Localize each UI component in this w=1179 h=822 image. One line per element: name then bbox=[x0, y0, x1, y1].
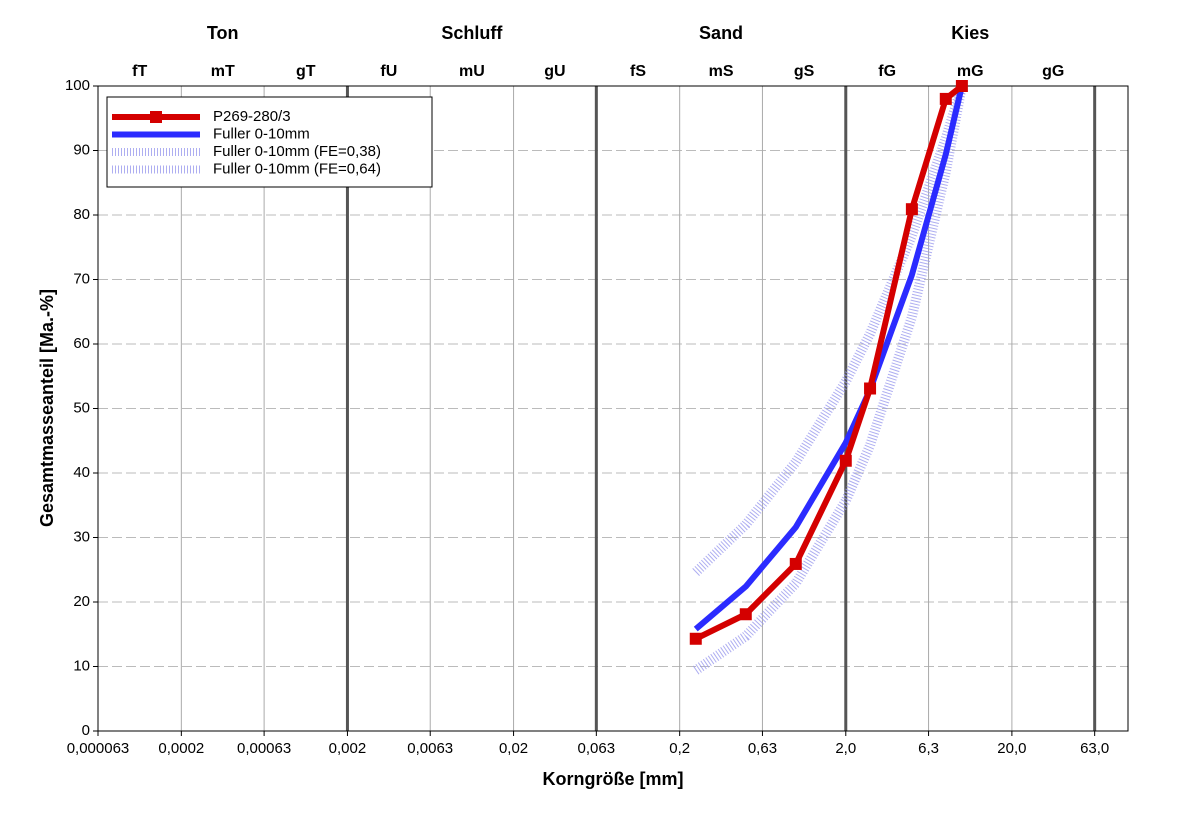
subclass-label: gU bbox=[544, 63, 565, 80]
data-point bbox=[939, 92, 952, 105]
y-tick-label: 70 bbox=[73, 270, 90, 287]
y-tick-label: 40 bbox=[73, 464, 90, 481]
legend-label: Fuller 0-10mm bbox=[213, 125, 310, 142]
series-line bbox=[692, 85, 967, 675]
x-tick-label: 0,0002 bbox=[158, 740, 204, 757]
data-point bbox=[864, 382, 877, 395]
y-tick-label: 30 bbox=[73, 528, 90, 545]
x-tick-label: 0,63 bbox=[748, 740, 777, 757]
data-point bbox=[689, 632, 702, 645]
subclass-label: mT bbox=[211, 63, 235, 80]
subclass-label: fS bbox=[630, 63, 646, 80]
subclass-label: mG bbox=[957, 63, 984, 80]
class-label: Kies bbox=[951, 23, 989, 43]
subclass-label: gG bbox=[1042, 63, 1064, 80]
subclass-label: gT bbox=[296, 63, 316, 80]
y-tick-label: 100 bbox=[65, 77, 90, 94]
x-tick-label: 0,2 bbox=[669, 740, 690, 757]
plot-border bbox=[97, 85, 1129, 732]
x-tick-label: 0,00063 bbox=[237, 740, 291, 757]
y-tick-label: 80 bbox=[73, 206, 90, 223]
subclass-label: gS bbox=[794, 63, 815, 80]
x-tick-label: 20,0 bbox=[997, 740, 1026, 757]
x-axis-title: Korngröße [mm] bbox=[543, 769, 684, 789]
x-tick-label: 0,0063 bbox=[407, 740, 453, 757]
x-tick-label: 63,0 bbox=[1080, 740, 1109, 757]
series-line bbox=[694, 83, 964, 642]
y-tick-label: 0 bbox=[82, 722, 90, 739]
subclass-label: mS bbox=[709, 63, 734, 80]
data-point bbox=[839, 454, 852, 467]
x-tick-label: 0,063 bbox=[578, 740, 616, 757]
y-axis-title: Gesamtmasseanteil [Ma.-%] bbox=[37, 289, 57, 527]
y-tick-label: 60 bbox=[73, 335, 90, 352]
class-label: Ton bbox=[207, 23, 239, 43]
subclass-label: fG bbox=[878, 63, 896, 80]
x-tick-label: 2,0 bbox=[835, 740, 856, 757]
subclass-label: fU bbox=[380, 63, 397, 80]
subclass-label: fT bbox=[132, 63, 147, 80]
data-point bbox=[905, 203, 918, 216]
legend-label: Fuller 0-10mm (FE=0,38) bbox=[213, 143, 381, 160]
data-point bbox=[789, 557, 802, 570]
x-tick-label: 0,000063 bbox=[67, 740, 130, 757]
x-tick-label: 0,02 bbox=[499, 740, 528, 757]
class-label: Sand bbox=[699, 23, 743, 43]
legend-marker bbox=[150, 111, 162, 123]
data-point bbox=[739, 608, 752, 621]
y-tick-label: 90 bbox=[73, 141, 90, 158]
y-tick-label: 50 bbox=[73, 399, 90, 416]
legend-label: P269-280/3 bbox=[213, 108, 291, 125]
x-tick-label: 6,3 bbox=[918, 740, 939, 757]
y-tick-label: 10 bbox=[73, 657, 90, 674]
x-tick-label: 0,002 bbox=[329, 740, 367, 757]
class-label: Schluff bbox=[441, 23, 503, 43]
subclass-label: mU bbox=[459, 63, 485, 80]
series-line bbox=[692, 84, 967, 576]
legend-label: Fuller 0-10mm (FE=0,64) bbox=[213, 160, 381, 177]
data-point bbox=[955, 80, 968, 92]
y-tick-label: 20 bbox=[73, 593, 90, 610]
